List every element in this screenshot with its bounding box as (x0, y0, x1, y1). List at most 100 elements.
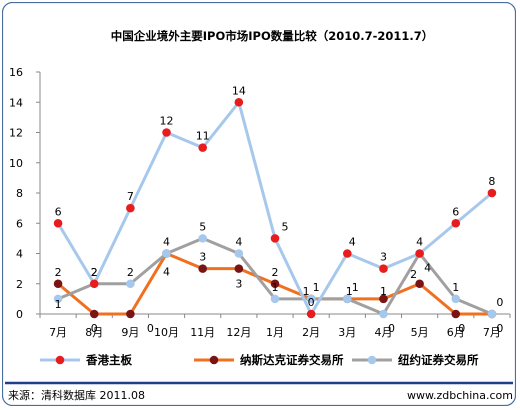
data-label-0: 6 (55, 205, 62, 218)
data-label-1: 4 (163, 266, 170, 279)
data-label-1: 2 (410, 268, 417, 281)
data-label-2: 2 (127, 266, 134, 279)
data-label-0: 4 (416, 236, 423, 249)
data-label-2: 1 (352, 281, 359, 294)
data-label-2: 1 (272, 281, 279, 294)
chart-title: 中国企业境外主要IPO市场IPO数量比较（2010.7-2011.7） (111, 29, 434, 43)
series-layer (53, 97, 497, 319)
data-point-1 (53, 279, 63, 289)
data-point-1 (270, 279, 280, 289)
x-tick-label: 6月 (447, 326, 465, 339)
legend-label-2: 纽约证券交易所 (398, 353, 479, 367)
data-point-1 (451, 309, 461, 319)
legend-marker-2 (367, 355, 377, 365)
data-point-2 (306, 294, 316, 304)
y-tick-label: 6 (16, 217, 23, 230)
data-point-1 (379, 294, 388, 304)
x-tick-label: 3月 (338, 326, 356, 339)
y-tick-label: 10 (9, 157, 23, 170)
y-tick-label: 0 (16, 308, 23, 321)
data-point-2 (379, 309, 388, 319)
data-point-0 (451, 218, 461, 228)
legend-marker-1 (209, 355, 219, 365)
data-label-1: 1 (346, 285, 353, 298)
data-point-1 (415, 279, 424, 289)
data-point-2 (162, 249, 171, 258)
x-tick-label: 2月 (302, 326, 320, 339)
data-point-1 (126, 309, 135, 319)
data-label-0: 2 (91, 266, 98, 279)
legend-marker-0 (55, 355, 65, 365)
x-tick-label: 10月 (154, 326, 179, 339)
data-label-2: 4 (235, 236, 242, 249)
data-point-2 (198, 234, 207, 243)
data-point-0 (53, 218, 63, 228)
data-point-1 (198, 264, 207, 273)
y-tick-label: 12 (9, 127, 23, 140)
data-label-2: 4 (424, 262, 431, 275)
data-label-1: 0 (91, 322, 98, 335)
data-point-1 (234, 264, 244, 273)
data-label-0: 5 (282, 220, 289, 233)
data-point-2 (234, 249, 244, 258)
data-point-2 (126, 279, 135, 289)
data-point-0 (270, 234, 280, 243)
data-label-2: 5 (199, 220, 206, 233)
y-tick-label: 16 (9, 66, 23, 79)
data-point-2 (343, 294, 352, 304)
data-label-0: 3 (380, 251, 387, 264)
data-label-1: 2 (55, 266, 62, 279)
data-label-0: 6 (452, 205, 459, 218)
data-label-2: 0 (388, 322, 395, 335)
footer-source: 来源：清科数据库 2011.08 (8, 388, 145, 402)
data-point-0 (234, 97, 244, 107)
data-point-2 (53, 294, 63, 304)
data-point-0 (162, 128, 171, 137)
legend-label-1: 纳斯达克证券交易所 (240, 353, 344, 367)
data-label-0: 7 (127, 190, 134, 203)
data-label-0: 0 (308, 296, 315, 309)
footer-website: www.zdbchina.com (407, 389, 513, 402)
y-tick-label: 2 (16, 278, 23, 291)
data-label-2: 1 (452, 281, 459, 294)
data-point-0 (126, 203, 135, 213)
data-label-0: 11 (196, 130, 210, 143)
x-tick-label: 7月 (49, 326, 67, 339)
legend: 香港主板 纳斯达克证券交易所 纽约证券交易所 (40, 353, 479, 367)
data-label-1: 0 (147, 322, 154, 335)
data-point-2 (487, 309, 497, 319)
data-label-0: 12 (160, 115, 174, 128)
data-point-0 (306, 309, 316, 319)
data-label-0: 4 (349, 236, 356, 249)
data-point-2 (451, 294, 461, 304)
y-tick-label: 4 (16, 248, 23, 261)
data-label-1: 2 (272, 266, 279, 279)
data-point-0 (487, 188, 497, 198)
x-tick-label: 5月 (411, 326, 429, 339)
data-point-0 (379, 264, 388, 273)
data-label-1: 1 (380, 285, 387, 298)
data-label-2: 1 (313, 281, 320, 294)
data-label-2: 1 (55, 298, 62, 311)
data-label-0: 8 (488, 175, 495, 188)
data-label-1: 3 (199, 251, 206, 264)
x-tick-label: 7月 (483, 326, 501, 339)
x-tick-label: 1月 (266, 326, 284, 339)
data-point-0 (89, 279, 99, 289)
y-tick-label: 14 (9, 96, 23, 109)
data-label-2: 4 (163, 236, 170, 249)
data-label-2: 0 (496, 296, 503, 309)
data-point-0 (198, 143, 207, 152)
data-label-1: 0 (496, 322, 503, 335)
x-tick-label: 9月 (121, 326, 139, 339)
x-tick-label: 8月 (85, 326, 103, 339)
x-tick-label: 4月 (374, 326, 392, 339)
data-point-1 (89, 309, 99, 319)
data-label-1: 3 (235, 278, 242, 291)
legend-label-0: 香港主板 (85, 353, 132, 367)
data-point-2 (270, 294, 280, 304)
